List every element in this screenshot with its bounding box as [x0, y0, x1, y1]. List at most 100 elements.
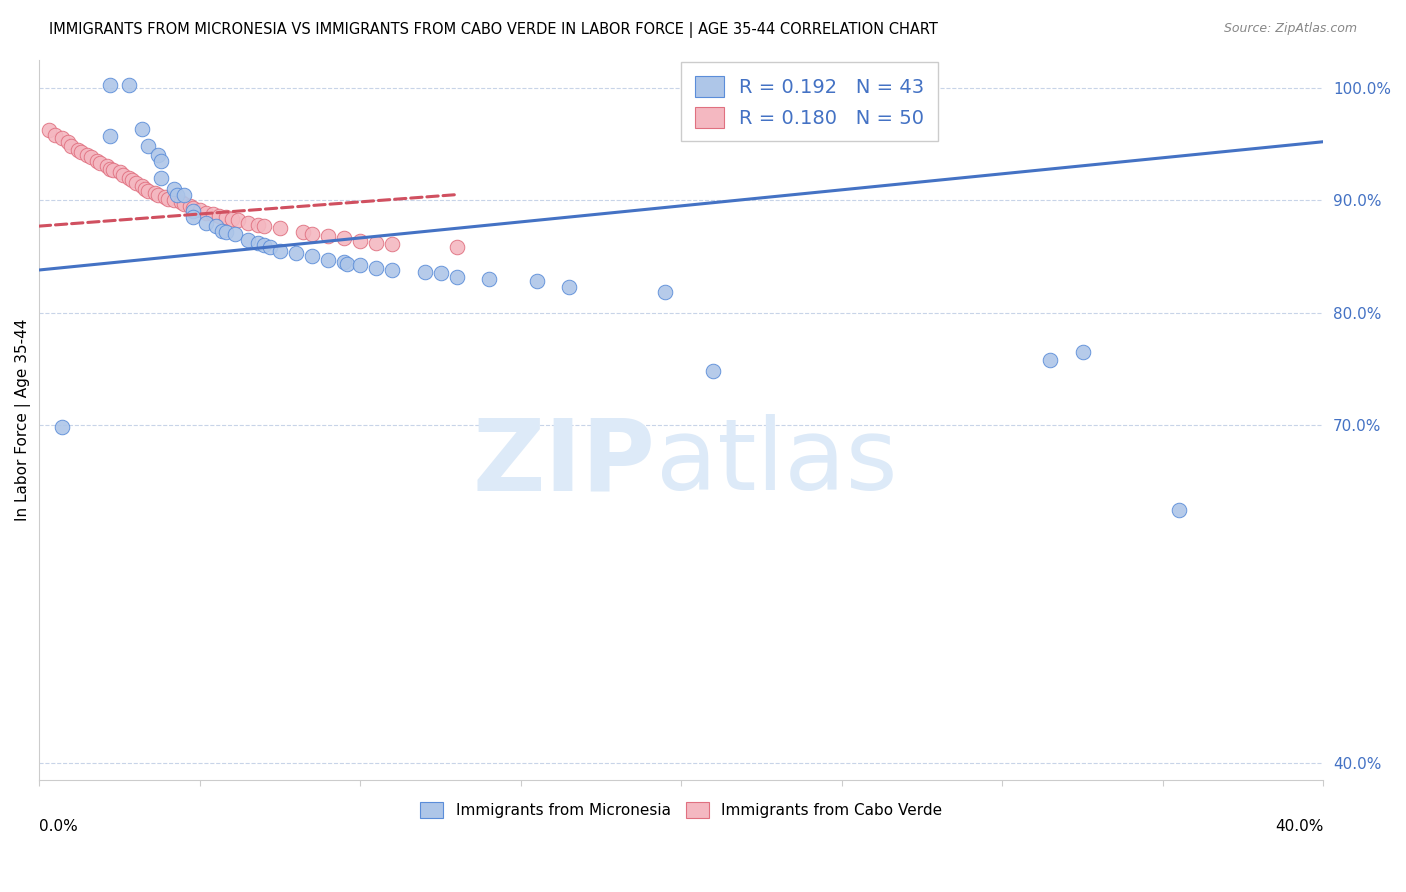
Point	[366, 235, 388, 250]
Point	[173, 196, 195, 211]
Point	[253, 238, 276, 252]
Point	[150, 153, 173, 168]
Point	[269, 221, 291, 235]
Point	[316, 252, 339, 267]
Point	[221, 212, 243, 227]
Point	[269, 244, 291, 258]
Point	[131, 178, 153, 193]
Point	[526, 274, 548, 288]
Point	[224, 227, 246, 241]
Point	[211, 224, 233, 238]
Point	[58, 135, 80, 149]
Point	[183, 204, 205, 219]
Point	[291, 225, 314, 239]
Point	[478, 272, 501, 286]
Point	[1039, 353, 1062, 368]
Point	[156, 192, 179, 206]
Point	[301, 227, 323, 241]
Point	[201, 207, 224, 221]
Point	[60, 139, 83, 153]
Point	[236, 216, 259, 230]
Point	[1167, 502, 1189, 516]
Point	[208, 209, 231, 223]
Text: 0.0%: 0.0%	[39, 819, 79, 834]
Point	[183, 210, 205, 224]
Point	[80, 151, 103, 165]
Point	[228, 213, 250, 227]
Point	[51, 420, 73, 434]
Point	[166, 187, 188, 202]
Point	[44, 128, 66, 142]
Point	[118, 78, 141, 93]
Point	[146, 148, 169, 162]
Point	[195, 216, 218, 230]
Point	[138, 184, 160, 198]
Point	[702, 364, 724, 378]
Point	[246, 218, 269, 232]
Point	[121, 173, 143, 187]
Point	[285, 246, 308, 260]
Point	[108, 165, 131, 179]
Point	[101, 162, 124, 177]
Point	[98, 129, 121, 144]
Point	[51, 131, 73, 145]
Point	[150, 170, 173, 185]
Point	[336, 257, 359, 271]
Point	[349, 259, 371, 273]
Point	[98, 78, 121, 93]
Point	[89, 156, 111, 170]
Point	[143, 186, 166, 201]
Point	[413, 265, 436, 279]
Y-axis label: In Labor Force | Age 35-44: In Labor Force | Age 35-44	[15, 318, 31, 521]
Point	[214, 225, 236, 239]
Point	[446, 269, 468, 284]
Point	[173, 187, 195, 202]
Text: atlas: atlas	[655, 414, 897, 511]
Point	[253, 219, 276, 233]
Point	[138, 139, 160, 153]
Point	[1071, 345, 1094, 359]
Point	[205, 219, 228, 233]
Point	[70, 145, 93, 159]
Point	[111, 169, 134, 183]
Point	[429, 266, 451, 280]
Point	[366, 260, 388, 275]
Point	[214, 210, 236, 224]
Legend: Immigrants from Micronesia, Immigrants from Cabo Verde: Immigrants from Micronesia, Immigrants f…	[413, 794, 950, 826]
Point	[118, 170, 141, 185]
Point	[333, 231, 356, 245]
Point	[131, 122, 153, 136]
Point	[301, 250, 323, 264]
Point	[381, 237, 404, 252]
Point	[259, 240, 281, 254]
Point	[98, 161, 121, 176]
Point	[169, 195, 191, 210]
Point	[183, 201, 205, 215]
Point	[654, 285, 676, 300]
Point	[195, 205, 218, 219]
Text: IMMIGRANTS FROM MICRONESIA VS IMMIGRANTS FROM CABO VERDE IN LABOR FORCE | AGE 35: IMMIGRANTS FROM MICRONESIA VS IMMIGRANTS…	[49, 22, 938, 38]
Point	[38, 123, 60, 137]
Point	[558, 280, 581, 294]
Point	[153, 190, 176, 204]
Point	[316, 229, 339, 244]
Point	[246, 235, 269, 250]
Point	[66, 143, 89, 157]
Point	[76, 148, 98, 162]
Point	[124, 177, 146, 191]
Text: Source: ZipAtlas.com: Source: ZipAtlas.com	[1223, 22, 1357, 36]
Point	[163, 182, 186, 196]
Point	[134, 182, 156, 196]
Text: ZIP: ZIP	[472, 414, 655, 511]
Point	[381, 263, 404, 277]
Point	[188, 203, 211, 218]
Point	[446, 240, 468, 254]
Point	[146, 187, 169, 202]
Point	[179, 199, 201, 213]
Point	[86, 153, 108, 168]
Point	[349, 234, 371, 248]
Text: 40.0%: 40.0%	[1275, 819, 1323, 834]
Point	[163, 193, 186, 207]
Point	[236, 233, 259, 247]
Point	[96, 160, 118, 174]
